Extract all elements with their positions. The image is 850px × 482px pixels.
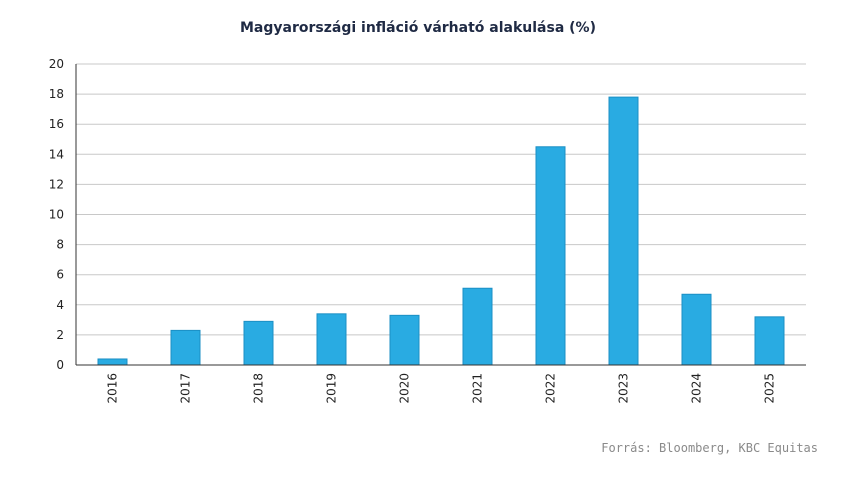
y-tick-label: 8 [56, 238, 64, 252]
x-tick-label: 2017 [179, 373, 193, 404]
y-tick-labels: 0 2 4 6 8 10 12 14 16 18 20 [49, 57, 64, 372]
bar-2017 [170, 329, 201, 366]
x-tick-label: 2016 [106, 373, 120, 404]
x-tick-label: 2020 [398, 373, 412, 404]
y-tick-label: 14 [49, 147, 64, 161]
bar-2020 [389, 314, 420, 366]
bars [97, 96, 785, 366]
y-tick-label: 18 [49, 87, 64, 101]
y-tick-label: 4 [56, 298, 64, 312]
bar-2021 [462, 287, 493, 366]
bar-2024 [681, 293, 712, 366]
y-tick-label: 12 [49, 177, 64, 191]
chart-title: Magyarországi infláció várható alakulása… [240, 20, 596, 36]
bar-2025 [754, 316, 785, 366]
y-tick-label: 10 [49, 208, 64, 222]
bar-2023 [608, 96, 639, 366]
y-tick-label: 2 [56, 328, 64, 342]
bar-2019 [316, 313, 347, 366]
bar-2016 [97, 358, 128, 366]
y-tick-label: 6 [56, 268, 64, 282]
x-tick-label: 2019 [325, 373, 339, 404]
y-tick-label: 16 [49, 117, 64, 131]
bar-2022 [535, 146, 566, 366]
x-tick-label: 2022 [544, 373, 558, 404]
x-tick-label: 2021 [471, 373, 485, 404]
grid-lines [76, 63, 806, 336]
bar-2018 [243, 320, 274, 366]
x-tick-label: 2023 [617, 373, 631, 404]
x-tick-label: 2024 [690, 373, 704, 404]
x-tick-label: 2025 [763, 373, 777, 404]
y-tick-label: 20 [49, 57, 64, 71]
y-tick-label: 0 [56, 358, 64, 372]
axes [75, 64, 806, 366]
x-tick-label: 2018 [252, 373, 266, 404]
x-tick-labels: 2016 2017 2018 2019 2020 2021 2022 2023 2024 2025 [106, 373, 777, 404]
source-note: Forrás: Bloomberg, KBC Equitas [601, 441, 818, 455]
